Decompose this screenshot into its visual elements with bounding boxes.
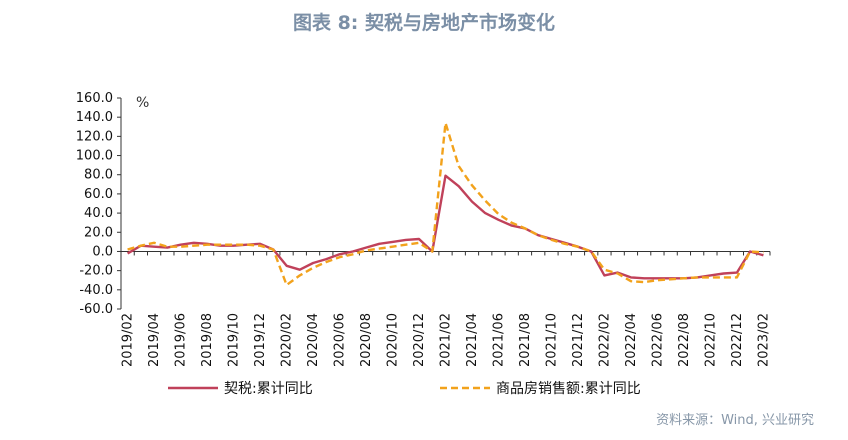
y-tick-label: 40.0 [84,206,113,221]
legend: 契税:累计同比 商品房销售额:累计同比 [168,381,641,397]
x-tick-label: 2021/02 [439,313,454,367]
y-tick-label: 60.0 [84,187,113,202]
x-tick-label: 2023/02 [756,313,771,367]
x-tick-label: 2022/04 [624,313,639,367]
x-tick-label: 2019/04 [147,313,162,367]
x-axis: 2019/02 2019/04 2019/06 2019/08 2019/10 2019/… [120,250,771,367]
x-tick-label: 2019/08 [200,313,215,367]
line-chart: 160.0 140.0 120.0 100.0 80.0 60.0 40.0 20.0 0.0 -… [76,91,772,397]
y-tick-label: 20.0 [84,225,113,240]
y-tick-label: 100.0 [76,149,113,164]
y-tick-label: -60.0 [79,302,113,317]
x-tick-label: 2020/08 [359,313,374,367]
x-tick-label: 2021/06 [491,313,506,367]
y-tick-label: 80.0 [84,168,113,183]
source-note: 资料来源：Wind, 兴业研究 [656,413,814,428]
x-tick-label: 2019/12 [253,313,268,367]
y-tick-label: -40.0 [79,283,113,298]
y-tick-label: -20.0 [79,264,113,279]
x-tick-label: 2021/10 [544,313,559,367]
x-tick-label: 2020/04 [306,313,321,367]
x-tick-label: 2020/10 [386,313,401,367]
x-tick-label: 2022/12 [730,313,745,367]
y-tick-label: 140.0 [76,110,113,125]
x-tick-label: 2021/04 [465,313,480,367]
x-tick-label: 2022/06 [650,313,665,367]
x-tick-label: 2022/10 [703,313,718,367]
series-line-sales [127,121,764,287]
y-unit-label: % [136,95,149,111]
x-tick-label: 2019/10 [227,313,242,367]
y-tick-label: 160.0 [76,91,113,106]
y-axis: 160.0 140.0 120.0 100.0 80.0 60.0 40.0 20.0 0.0 -… [76,91,122,317]
x-tick-label: 2022/08 [677,313,692,367]
x-tick-label: 2019/02 [121,313,136,367]
x-tick-label: 2021/08 [518,313,533,367]
y-tick-label: 0.0 [92,244,113,259]
x-tick-label: 2022/02 [597,313,612,367]
legend-label-deed-tax: 契税:累计同比 [224,381,313,397]
x-tick-label: 2021/12 [571,313,586,367]
legend-label-sales: 商品房销售额:累计同比 [496,381,641,397]
y-tick-label: 120.0 [76,129,113,144]
x-tick-label: 2020/06 [333,313,348,367]
series-line-deed-tax [126,174,764,280]
x-tick-label: 2020/02 [280,313,295,367]
x-tick-label: 2020/12 [412,313,427,367]
figure-title: 图表 8: 契税与房地产市场变化 [292,12,556,34]
x-tick-label: 2019/06 [174,313,189,367]
series-layer [126,121,764,287]
